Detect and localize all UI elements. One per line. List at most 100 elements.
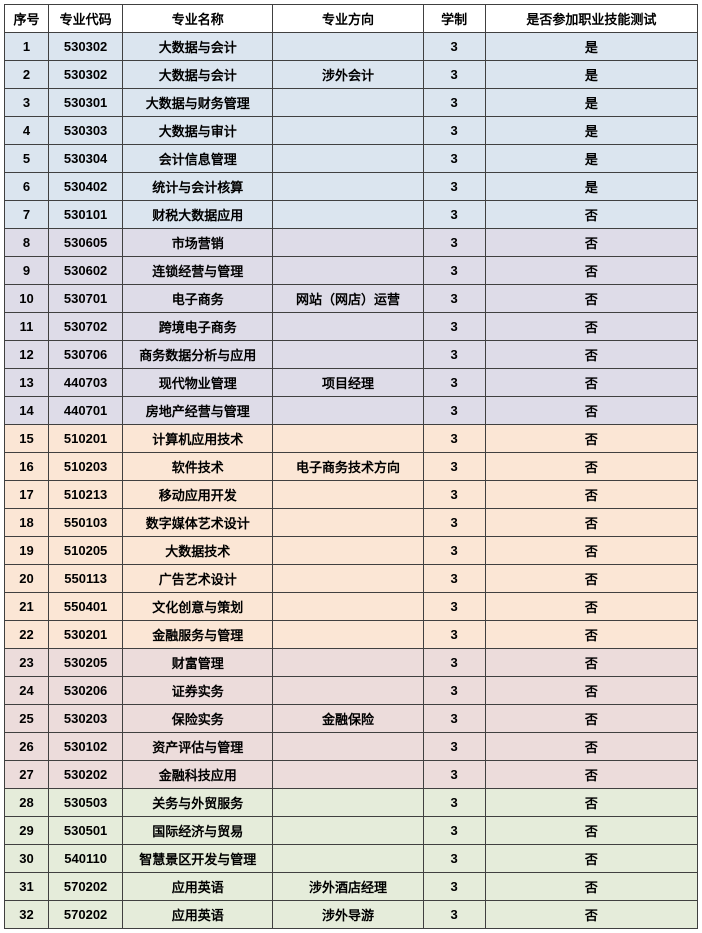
cell-code: 530201 xyxy=(49,621,123,649)
cell-test: 否 xyxy=(485,761,697,789)
cell-dir xyxy=(273,145,423,173)
table-row: 7530101财税大数据应用3否 xyxy=(5,201,698,229)
cell-code: 530402 xyxy=(49,173,123,201)
cell-years: 3 xyxy=(423,89,485,117)
cell-years: 3 xyxy=(423,873,485,901)
cell-name: 资产评估与管理 xyxy=(123,733,273,761)
cell-code: 510213 xyxy=(49,481,123,509)
cell-dir: 金融保险 xyxy=(273,705,423,733)
header-idx: 序号 xyxy=(5,5,49,33)
cell-dir: 电子商务技术方向 xyxy=(273,453,423,481)
table-row: 20550113广告艺术设计3否 xyxy=(5,565,698,593)
header-test: 是否参加职业技能测试 xyxy=(485,5,697,33)
cell-years: 3 xyxy=(423,229,485,257)
table-row: 31570202应用英语涉外酒店经理3否 xyxy=(5,873,698,901)
cell-name: 数字媒体艺术设计 xyxy=(123,509,273,537)
table-row: 13440703现代物业管理项目经理3否 xyxy=(5,369,698,397)
cell-dir xyxy=(273,565,423,593)
cell-dir xyxy=(273,201,423,229)
cell-name: 广告艺术设计 xyxy=(123,565,273,593)
cell-dir xyxy=(273,313,423,341)
majors-table: 序号专业代码专业名称专业方向学制是否参加职业技能测试 1530302大数据与会计… xyxy=(4,4,698,929)
cell-years: 3 xyxy=(423,509,485,537)
cell-idx: 13 xyxy=(5,369,49,397)
cell-code: 530202 xyxy=(49,761,123,789)
table-row: 28530503关务与外贸服务3否 xyxy=(5,789,698,817)
cell-name: 财税大数据应用 xyxy=(123,201,273,229)
cell-test: 否 xyxy=(485,873,697,901)
cell-dir: 涉外酒店经理 xyxy=(273,873,423,901)
cell-years: 3 xyxy=(423,761,485,789)
cell-test: 否 xyxy=(485,733,697,761)
cell-test: 否 xyxy=(485,649,697,677)
cell-name: 计算机应用技术 xyxy=(123,425,273,453)
cell-test: 否 xyxy=(485,341,697,369)
cell-dir: 项目经理 xyxy=(273,369,423,397)
cell-years: 3 xyxy=(423,481,485,509)
cell-test: 否 xyxy=(485,425,697,453)
cell-code: 570202 xyxy=(49,873,123,901)
cell-dir xyxy=(273,397,423,425)
cell-name: 大数据技术 xyxy=(123,537,273,565)
cell-test: 否 xyxy=(485,789,697,817)
cell-dir xyxy=(273,733,423,761)
table-row: 2530302大数据与会计涉外会计3是 xyxy=(5,61,698,89)
cell-code: 530205 xyxy=(49,649,123,677)
cell-dir: 涉外导游 xyxy=(273,901,423,929)
cell-years: 3 xyxy=(423,705,485,733)
cell-idx: 27 xyxy=(5,761,49,789)
cell-dir xyxy=(273,789,423,817)
header-name: 专业名称 xyxy=(123,5,273,33)
cell-name: 大数据与财务管理 xyxy=(123,89,273,117)
cell-test: 否 xyxy=(485,621,697,649)
cell-name: 关务与外贸服务 xyxy=(123,789,273,817)
cell-code: 510201 xyxy=(49,425,123,453)
table-row: 1530302大数据与会计3是 xyxy=(5,33,698,61)
cell-name: 大数据与会计 xyxy=(123,33,273,61)
cell-dir xyxy=(273,117,423,145)
cell-test: 否 xyxy=(485,593,697,621)
cell-years: 3 xyxy=(423,369,485,397)
header-code: 专业代码 xyxy=(49,5,123,33)
cell-name: 移动应用开发 xyxy=(123,481,273,509)
cell-test: 是 xyxy=(485,173,697,201)
cell-code: 530301 xyxy=(49,89,123,117)
cell-code: 510203 xyxy=(49,453,123,481)
cell-years: 3 xyxy=(423,285,485,313)
cell-years: 3 xyxy=(423,565,485,593)
cell-years: 3 xyxy=(423,677,485,705)
cell-name: 电子商务 xyxy=(123,285,273,313)
cell-name: 现代物业管理 xyxy=(123,369,273,397)
cell-idx: 21 xyxy=(5,593,49,621)
cell-name: 软件技术 xyxy=(123,453,273,481)
cell-name: 商务数据分析与应用 xyxy=(123,341,273,369)
cell-test: 否 xyxy=(485,369,697,397)
cell-dir xyxy=(273,677,423,705)
cell-years: 3 xyxy=(423,649,485,677)
cell-idx: 1 xyxy=(5,33,49,61)
table-row: 5530304会计信息管理3是 xyxy=(5,145,698,173)
cell-idx: 5 xyxy=(5,145,49,173)
cell-dir: 涉外会计 xyxy=(273,61,423,89)
cell-test: 是 xyxy=(485,89,697,117)
cell-idx: 6 xyxy=(5,173,49,201)
cell-years: 3 xyxy=(423,313,485,341)
cell-years: 3 xyxy=(423,257,485,285)
table-row: 24530206证券实务3否 xyxy=(5,677,698,705)
cell-test: 否 xyxy=(485,285,697,313)
cell-dir xyxy=(273,761,423,789)
table-row: 27530202金融科技应用3否 xyxy=(5,761,698,789)
cell-dir xyxy=(273,425,423,453)
table-row: 16510203软件技术电子商务技术方向3否 xyxy=(5,453,698,481)
cell-code: 530302 xyxy=(49,33,123,61)
cell-dir xyxy=(273,229,423,257)
cell-test: 否 xyxy=(485,229,697,257)
cell-idx: 3 xyxy=(5,89,49,117)
cell-idx: 25 xyxy=(5,705,49,733)
cell-name: 财富管理 xyxy=(123,649,273,677)
cell-dir xyxy=(273,509,423,537)
cell-code: 510205 xyxy=(49,537,123,565)
table-row: 29530501国际经济与贸易3否 xyxy=(5,817,698,845)
cell-idx: 26 xyxy=(5,733,49,761)
cell-idx: 17 xyxy=(5,481,49,509)
